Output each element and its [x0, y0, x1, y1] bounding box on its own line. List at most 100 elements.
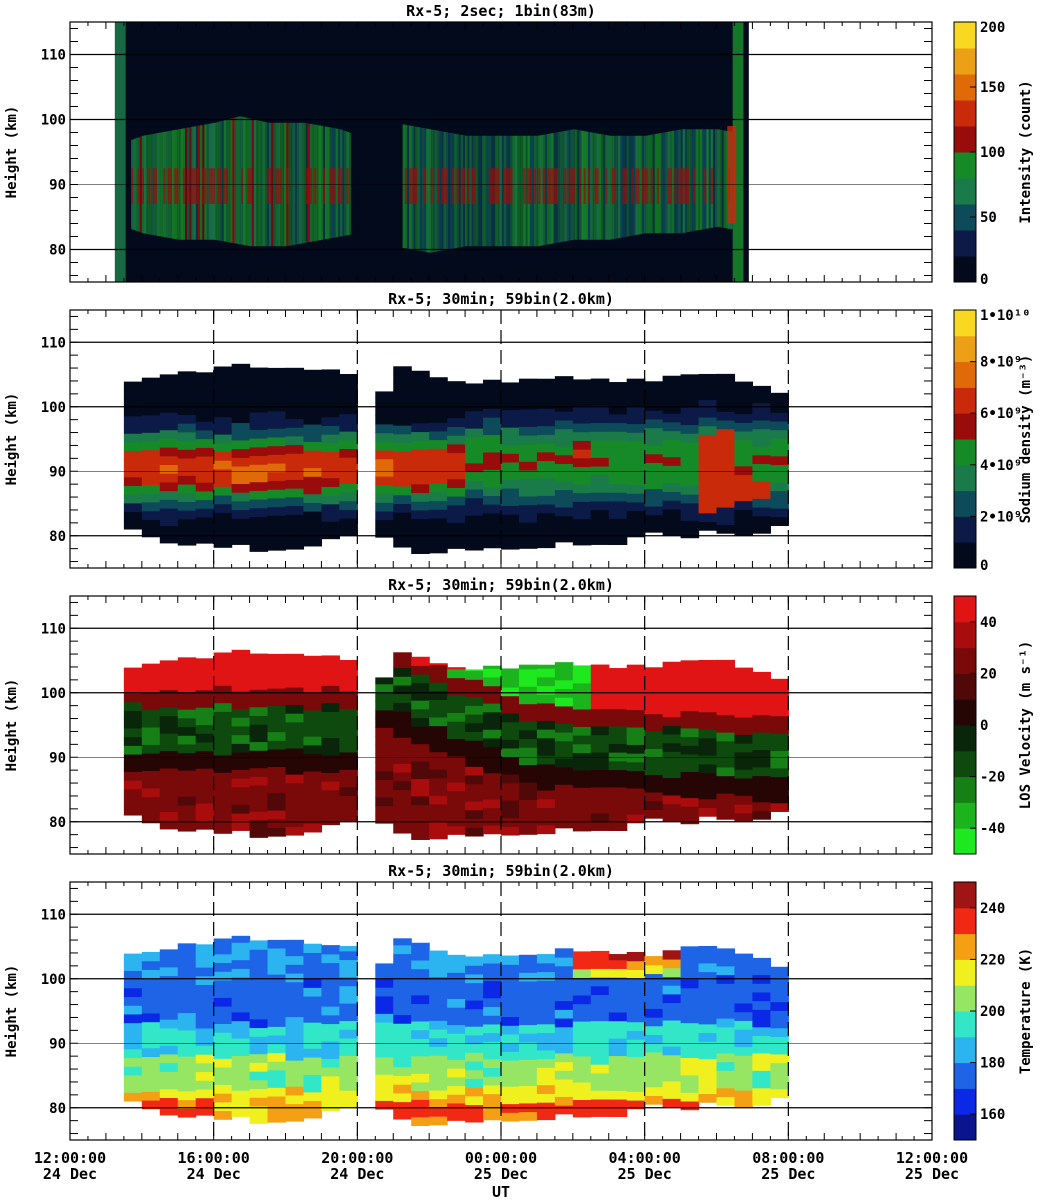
heatmap-cell — [177, 657, 197, 667]
heatmap-cell — [159, 374, 179, 378]
heatmap-cell — [518, 1094, 538, 1104]
heatmap-cell — [465, 783, 484, 793]
heatmap-cell — [267, 1095, 287, 1106]
heatmap-cell — [770, 984, 789, 994]
heatmap-cell — [590, 509, 610, 519]
heatmap-cell — [231, 457, 251, 467]
heatmap-cell — [429, 456, 448, 467]
heatmap-cell — [447, 686, 466, 696]
heatmap-cell — [429, 708, 448, 718]
heatmap-cell — [303, 655, 323, 659]
profile-stripe — [691, 129, 694, 232]
heatmap-cell — [501, 668, 520, 671]
heatmap-cell — [339, 725, 358, 736]
heatmap-cell — [680, 788, 700, 799]
heatmap-cell — [159, 1071, 179, 1081]
heatmap-cell — [285, 669, 305, 679]
profile-stripe — [516, 135, 520, 247]
heatmap-cell — [465, 999, 484, 1010]
heatmap-cell — [393, 1101, 412, 1111]
heatmap-cell — [734, 786, 754, 796]
heatmap-cell — [321, 390, 340, 400]
heatmap-cell — [590, 1098, 610, 1109]
heatmap-cell — [231, 1064, 251, 1074]
heatmap-cell — [590, 699, 610, 710]
heatmap-cell — [716, 1035, 736, 1045]
profile-stripe — [221, 120, 224, 242]
heatmap-cell — [375, 963, 394, 971]
heatmap-cell — [339, 1063, 358, 1074]
heatmap-cell — [770, 689, 789, 699]
heatmap-cell — [249, 697, 269, 708]
heatmap-cell — [177, 518, 197, 529]
heatmap-cell — [536, 1110, 556, 1121]
heatmap-cell — [267, 670, 287, 680]
heatmap-cell — [267, 541, 287, 551]
profile-stripe — [163, 168, 166, 204]
heatmap-cell — [554, 723, 574, 733]
heatmap-cell — [213, 772, 233, 782]
heatmap-cell — [321, 711, 340, 721]
heatmap-cell — [393, 938, 412, 946]
heatmap-cell — [572, 778, 592, 788]
profile-stripe — [652, 134, 655, 234]
profile-stripe — [506, 168, 509, 204]
heatmap-cell — [177, 787, 197, 797]
heatmap-cell — [501, 522, 520, 533]
heatmap-cell — [429, 751, 448, 761]
heatmap-cell — [465, 488, 484, 499]
heatmap-cell — [698, 971, 718, 981]
heatmap-cell — [177, 388, 197, 398]
heatmap-cell — [285, 1112, 305, 1122]
heatmap-cell — [698, 781, 718, 791]
heatmap-cell — [141, 683, 161, 693]
heatmap-cell — [285, 1051, 305, 1061]
heatmap-cell — [213, 1006, 233, 1016]
heatmap-cell — [123, 979, 143, 989]
heatmap-cell — [752, 697, 771, 707]
profile-stripe — [613, 168, 617, 204]
profile-stripe — [676, 130, 679, 234]
heatmap-cell — [662, 699, 682, 709]
heatmap-cell — [716, 775, 736, 785]
heatmap-cell — [536, 694, 556, 704]
y-tick-label: 90 — [49, 464, 66, 480]
heatmap-cell — [680, 1022, 700, 1032]
heatmap-cell — [249, 516, 269, 526]
heatmap-cell — [572, 492, 592, 502]
heatmap-cell — [123, 389, 143, 399]
heatmap-cell — [195, 516, 215, 527]
heatmap-cell — [177, 986, 197, 996]
heatmap-cell — [698, 477, 718, 488]
heatmap-cell — [644, 471, 664, 481]
heatmap-cell — [536, 1015, 556, 1025]
heatmap-cell — [249, 1105, 269, 1116]
heatmap-cell — [303, 666, 323, 676]
heatmap-cell — [644, 418, 664, 429]
heatmap-cell — [375, 1021, 394, 1032]
heatmap-cell — [285, 392, 305, 402]
heatmap-cell — [644, 739, 664, 750]
heatmap-cell — [536, 1006, 556, 1016]
heatmap-cell — [680, 946, 700, 954]
heatmap-cell — [698, 1041, 718, 1051]
heatmap-cell — [465, 384, 484, 394]
profile-stripe — [275, 168, 278, 204]
heatmap-cell — [231, 431, 251, 441]
heatmap-cell — [141, 1021, 161, 1031]
heatmap-cell — [572, 951, 592, 961]
heatmap-cell — [393, 1057, 412, 1068]
heatmap-cell — [483, 711, 502, 722]
heatmap-cell — [375, 753, 394, 763]
heatmap-cell — [608, 413, 628, 424]
heatmap-cell — [393, 425, 412, 435]
heatmap-cell — [536, 486, 556, 496]
colorbar-swatch — [954, 387, 976, 414]
heatmap-cell — [411, 795, 430, 806]
heatmap-cell — [375, 727, 394, 737]
heatmap-cell — [447, 417, 466, 427]
heatmap-cell — [447, 808, 466, 818]
heatmap-cell — [159, 793, 179, 804]
heatmap-cell — [554, 991, 574, 1002]
heatmap-cell — [483, 755, 502, 765]
